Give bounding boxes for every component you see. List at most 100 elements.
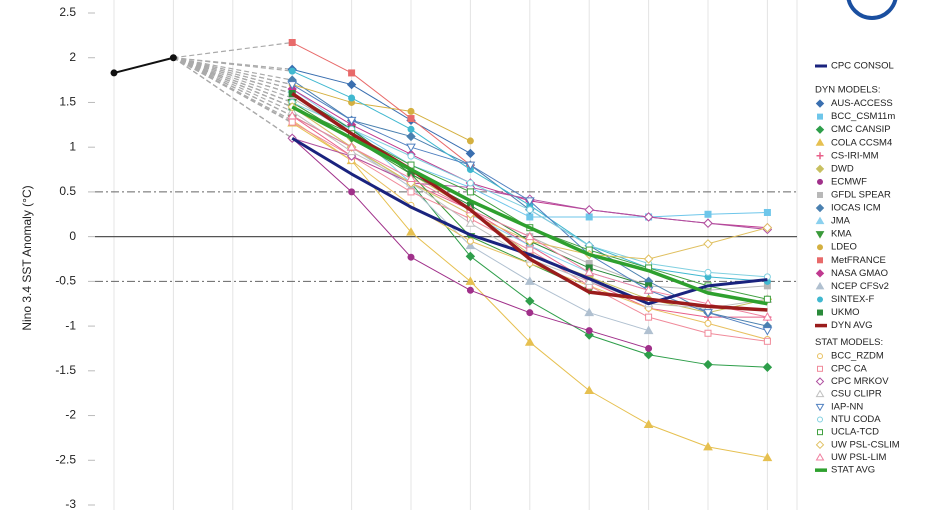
y-tick-label: -0.5	[55, 274, 76, 288]
y-tick-label: 0	[69, 229, 76, 243]
marker	[817, 232, 824, 238]
marker	[467, 189, 473, 195]
marker	[585, 309, 593, 316]
marker	[586, 328, 592, 334]
marker	[705, 211, 711, 217]
marker	[764, 338, 770, 344]
series	[111, 55, 176, 76]
marker	[704, 443, 712, 450]
y-tick-label: -1.5	[55, 363, 76, 377]
marker	[817, 205, 824, 212]
legend-label: LDEO	[831, 242, 857, 253]
y-tick-label: 0.5	[59, 184, 76, 198]
marker	[818, 179, 823, 184]
legend-label: STAT AVG	[831, 465, 875, 476]
marker	[408, 153, 414, 159]
marker	[763, 363, 771, 371]
marker	[818, 245, 823, 250]
marker	[705, 320, 711, 326]
marker	[527, 207, 533, 213]
marker	[467, 238, 473, 244]
marker	[817, 404, 824, 410]
marker	[585, 206, 593, 214]
marker	[817, 378, 824, 385]
marker	[704, 240, 712, 248]
marker	[817, 391, 824, 397]
marker	[817, 165, 824, 172]
legend-header: STAT MODELS:	[815, 337, 883, 348]
marker	[763, 328, 771, 335]
legend-label: CPC CA	[831, 363, 868, 374]
marker	[818, 258, 823, 263]
y-tick-label: -2	[65, 408, 76, 422]
marker	[586, 214, 592, 220]
marker	[817, 283, 824, 289]
y-tick-label: 1	[69, 139, 76, 153]
marker	[818, 297, 823, 302]
y-tick-label: -2.5	[55, 452, 76, 466]
legend-label: DWD	[831, 163, 854, 174]
marker	[818, 430, 823, 435]
marker	[817, 441, 824, 448]
marker	[817, 139, 824, 145]
marker	[467, 287, 473, 293]
marker	[170, 55, 176, 61]
legend-label: JMA	[831, 216, 851, 227]
marker	[408, 116, 414, 122]
marker	[408, 108, 414, 114]
y-tick-label: -3	[65, 497, 76, 511]
legend-label: BCC_CSM11m	[831, 111, 895, 122]
marker	[526, 297, 534, 305]
legend-label: UKMO	[831, 307, 860, 318]
marker	[817, 126, 824, 133]
marker	[289, 119, 295, 125]
marker	[818, 366, 823, 371]
legend-label: IAP-NN	[831, 401, 863, 412]
legend-label: NASA GMAO	[831, 268, 888, 279]
marker	[349, 70, 355, 76]
marker	[585, 386, 593, 393]
legend-label: CPC MRKOV	[831, 376, 889, 387]
legend-label: UW PSL-CSLIM	[831, 439, 900, 450]
marker	[408, 126, 414, 132]
marker	[817, 100, 824, 107]
marker	[817, 152, 824, 159]
legend-label: UW PSL-LIM	[831, 452, 887, 463]
legend-label: CMC CANSIP	[831, 124, 891, 135]
marker	[705, 330, 711, 336]
marker	[764, 296, 770, 302]
legend-label: NTU CODA	[831, 414, 881, 425]
marker	[527, 214, 533, 220]
marker	[467, 180, 473, 186]
y-tick-label: 1.5	[59, 95, 76, 109]
legend-label: GFDL SPEAR	[831, 189, 891, 200]
marker	[817, 218, 824, 224]
series-line	[114, 58, 173, 73]
legend-label: COLA CCSM4	[831, 137, 892, 148]
legend-label: BCC_RZDM	[831, 351, 884, 362]
marker	[467, 138, 473, 144]
marker	[111, 70, 117, 76]
legend-label: IOCAS ICM	[831, 203, 881, 214]
legend-label: CS-IRI-MM	[831, 150, 879, 161]
marker	[348, 81, 356, 89]
legend-label: NCEP CFSv2	[831, 281, 889, 292]
marker	[818, 114, 823, 119]
marker	[704, 361, 712, 369]
marker	[818, 417, 823, 422]
marker	[289, 68, 295, 74]
y-axis-label: Nino 3.4 SST Anomaly (°C)	[20, 185, 34, 330]
legend-label: MetFRANCE	[831, 255, 886, 266]
marker	[764, 209, 770, 215]
legend-label: CSU CLIPR	[831, 389, 882, 400]
marker	[818, 310, 823, 315]
legend-header: DYN MODELS:	[815, 85, 880, 96]
legend-label: AUS-ACCESS	[831, 98, 893, 109]
marker	[818, 192, 823, 197]
marker	[349, 95, 355, 101]
marker	[817, 270, 824, 277]
marker	[646, 345, 652, 351]
y-tick-label: -1	[65, 318, 76, 332]
marker	[645, 420, 653, 427]
